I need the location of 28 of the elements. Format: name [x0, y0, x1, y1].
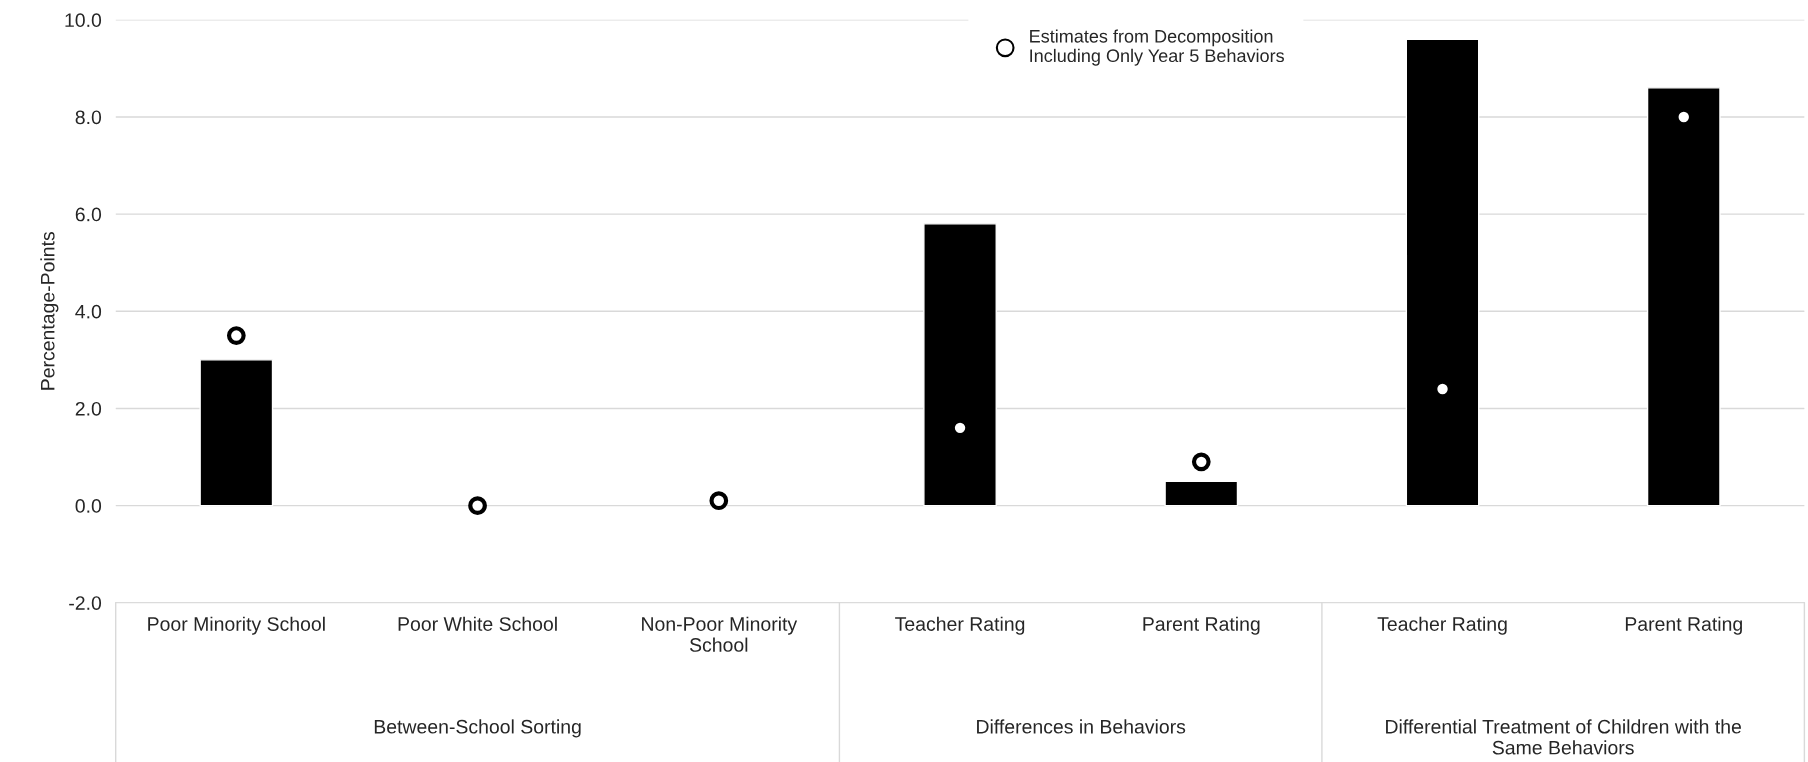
y-tick-label: 0.0 [75, 499, 102, 513]
bar [1405, 38, 1480, 507]
bar [199, 359, 274, 507]
bar [1164, 480, 1239, 507]
y-tick-label: 10.0 [65, 13, 102, 28]
point [226, 326, 246, 345]
x-tick-label: Non-Poor Minority School [642, 616, 798, 652]
y-tick-label: 6.0 [75, 207, 102, 222]
x-tick-label: Parent Rating [1625, 616, 1742, 635]
x-tick-label: Poor White School [398, 616, 557, 631]
y-tick-label: -2.0 [69, 596, 102, 610]
x-tick-label: Parent Rating [1143, 616, 1260, 635]
bar [1646, 87, 1721, 507]
legend-label: Estimates from Decomposition Including Only Year 5 Behaviors [1030, 29, 1284, 66]
x-tick-label: Poor Minority School [148, 616, 325, 635]
text: Between-School Sorting [374, 719, 581, 738]
x-tick-label: Teacher Rating [1377, 616, 1507, 635]
text: Differences in Behaviors [977, 719, 1186, 734]
point [709, 491, 729, 511]
y-tick-label: 4.0 [75, 304, 102, 319]
y-axis-title: Percentage-Points [40, 231, 59, 390]
point [1191, 452, 1211, 472]
y-tick-label: 2.0 [75, 401, 102, 416]
y-tick-label: 8.0 [75, 110, 102, 125]
bar [923, 223, 997, 507]
x-tick-label: Teacher Rating [895, 616, 1025, 635]
text: Differential Treatment of Children with the Same Behaviors [1386, 719, 1741, 755]
point [468, 496, 487, 515]
